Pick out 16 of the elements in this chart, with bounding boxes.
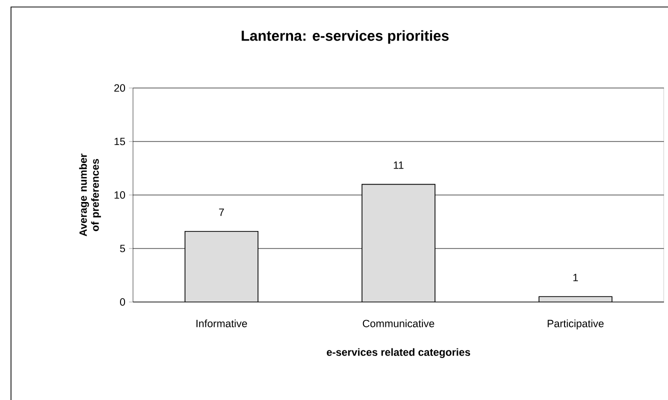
x-tick-label: Participative [548,320,604,330]
y-axis-title: Average number of preferences [79,154,101,236]
bar [362,184,436,302]
data-label: 11 [394,162,404,169]
y-tick-label: 15 [114,138,126,146]
x-axis-title: e-services related categories [326,348,470,358]
x-tick-label: Communicative [362,320,434,328]
bar [184,230,258,302]
y-tick-label: 10 [114,191,126,199]
chart-title: Lanterna: e-services priorities [242,30,449,44]
data-label: 1 [573,274,578,282]
data-label: 7 [219,208,224,216]
y-tick-label: 0 [120,298,126,306]
y-tick-label: 5 [120,244,126,252]
x-tick-label: Informative [196,320,247,328]
y-tick-label: 20 [114,84,126,92]
